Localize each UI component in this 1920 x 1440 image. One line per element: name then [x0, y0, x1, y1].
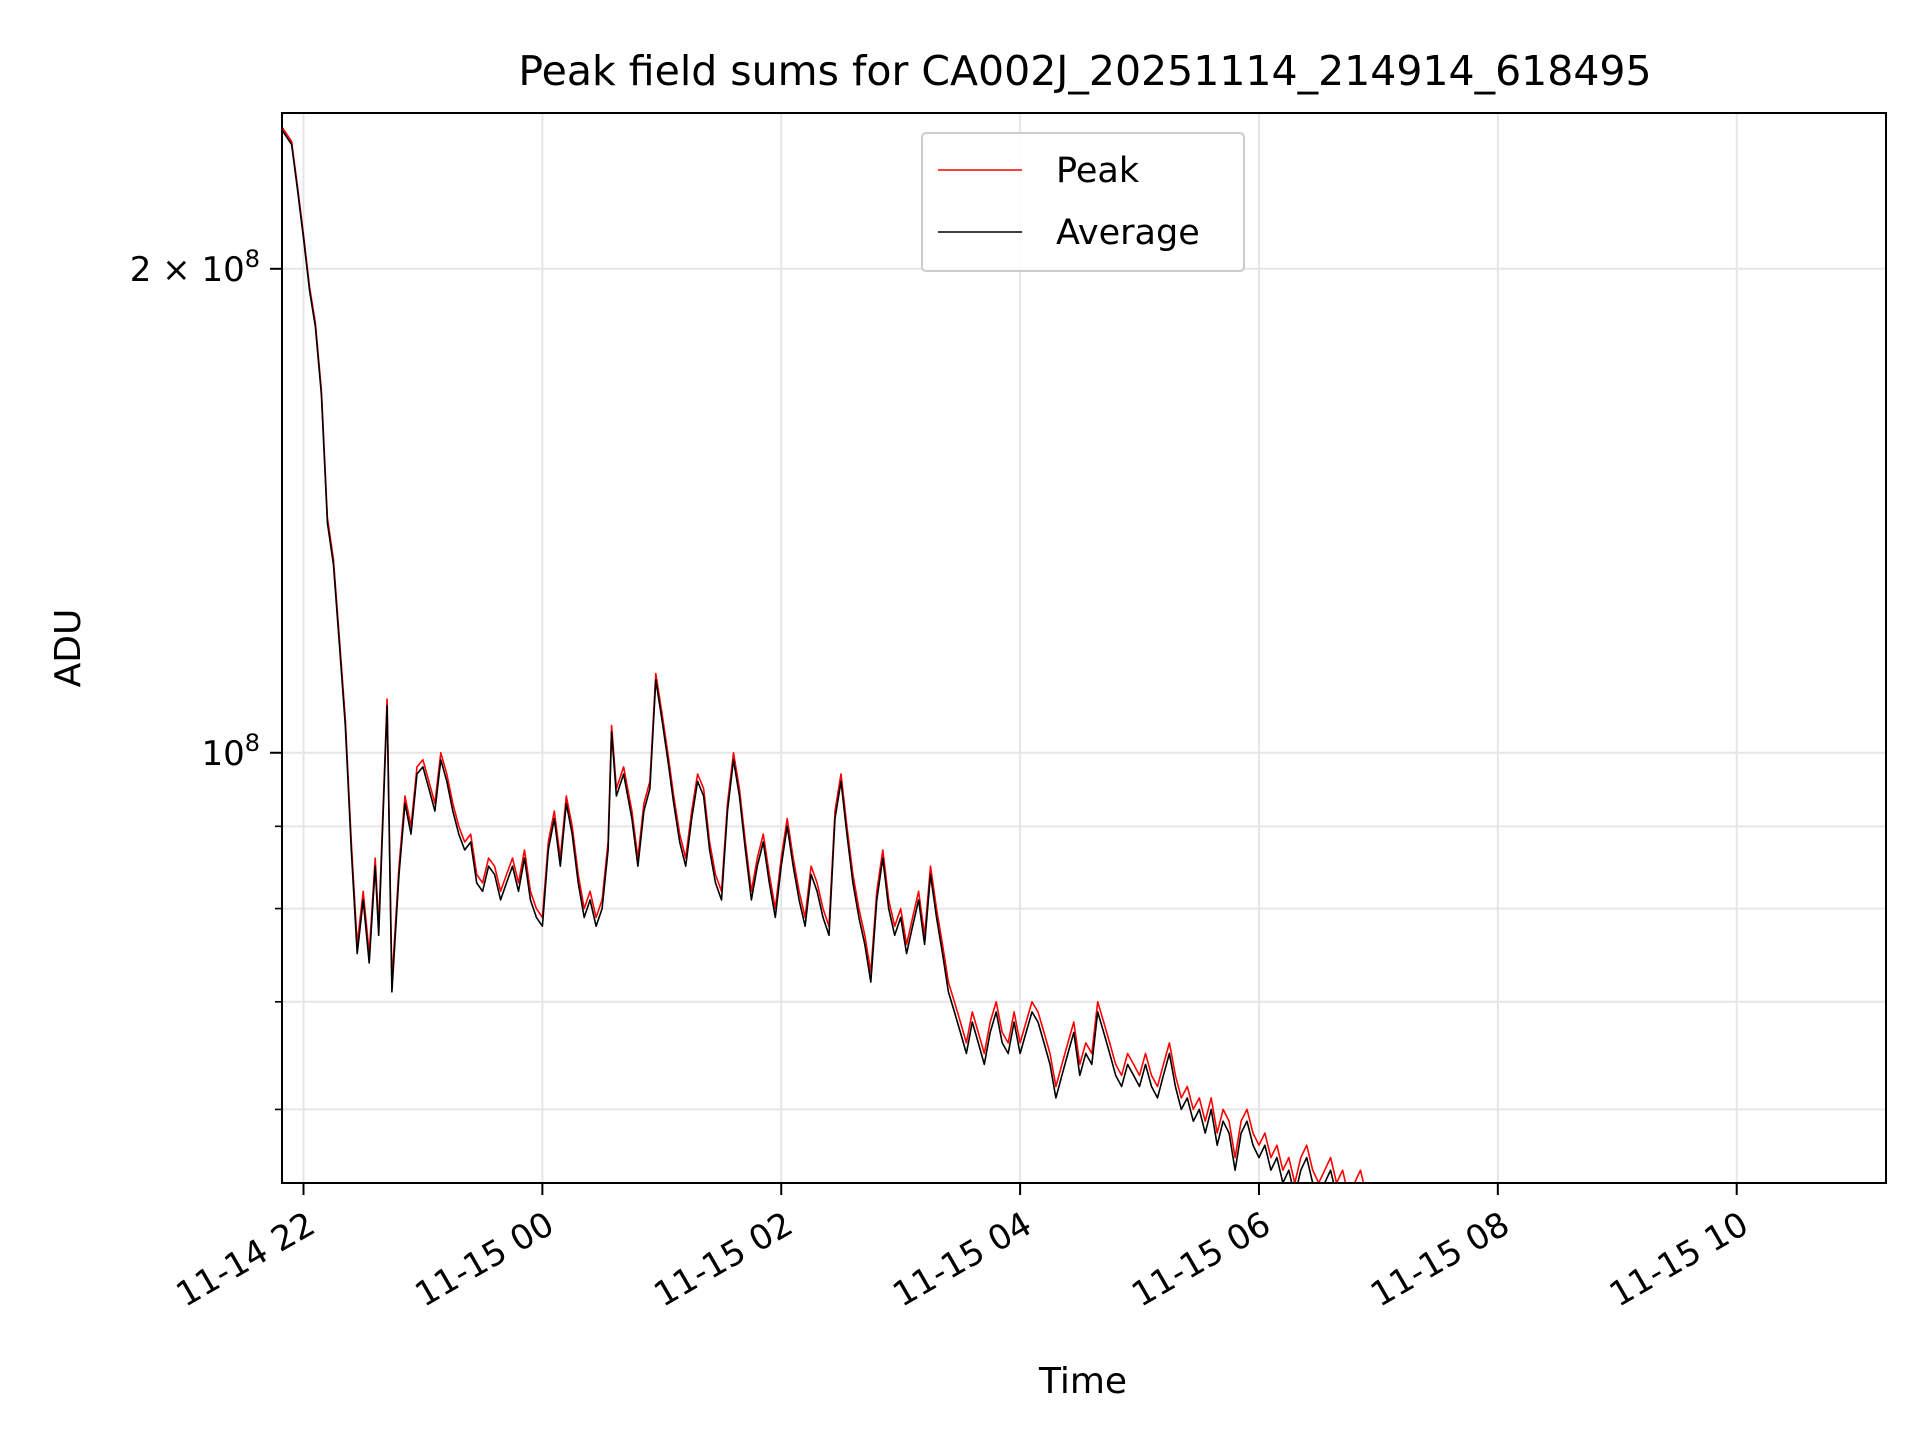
y-tick-label-exponent: 8 [245, 245, 260, 273]
chart-title: Peak field sums for CA002J_20251114_2149… [518, 47, 1651, 95]
y-axis-label: ADU [48, 609, 89, 688]
series-line-average [282, 129, 1362, 1183]
series-line-peak [282, 126, 1380, 1183]
legend-label-average: Average [1056, 213, 1200, 253]
grid [282, 113, 1886, 1183]
y-tick-label-base: 10 [201, 734, 244, 774]
y-tick-label-exponent: 8 [245, 729, 260, 757]
legend-label-peak: Peak [1056, 151, 1140, 191]
y-tick-label: 2 × 108 [130, 245, 260, 290]
plot-frame [281, 112, 1887, 1184]
series-layer [282, 126, 1380, 1183]
y-tick-label-base: 2 × 10 [130, 250, 245, 290]
legend-box [921, 132, 1245, 272]
legend: Peak Average [921, 132, 1245, 272]
x-axis-label: Time [1038, 1361, 1127, 1402]
y-tick-label: 108 [201, 729, 260, 774]
